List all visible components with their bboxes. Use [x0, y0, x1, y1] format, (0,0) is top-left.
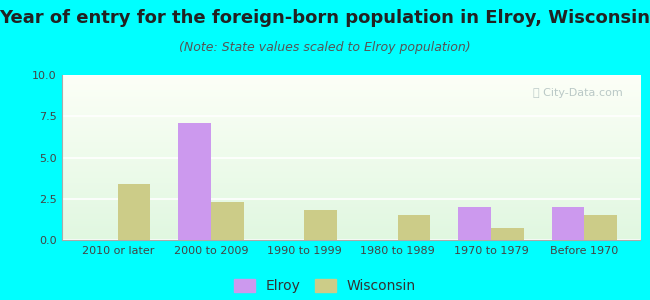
- Bar: [458, 207, 491, 240]
- Bar: [584, 215, 617, 240]
- Bar: [398, 215, 430, 240]
- Bar: [304, 210, 337, 240]
- Bar: [178, 123, 211, 240]
- Text: (Note: State values scaled to Elroy population): (Note: State values scaled to Elroy popu…: [179, 40, 471, 53]
- Legend: Elroy, Wisconsin: Elroy, Wisconsin: [234, 279, 416, 293]
- Bar: [491, 229, 524, 240]
- Text: Year of entry for the foreign-born population in Elroy, Wisconsin: Year of entry for the foreign-born popul…: [0, 9, 650, 27]
- Bar: [552, 207, 584, 240]
- Bar: [211, 202, 244, 240]
- Bar: [118, 184, 150, 240]
- Text: Ⓜ City-Data.com: Ⓜ City-Data.com: [533, 88, 623, 98]
